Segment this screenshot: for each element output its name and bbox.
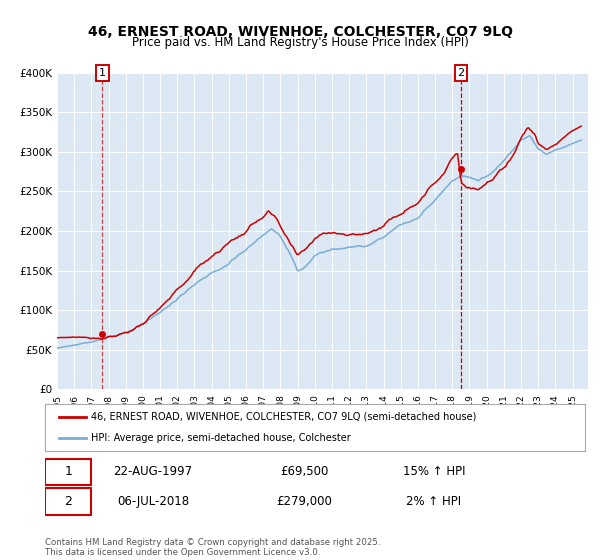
FancyBboxPatch shape (45, 488, 91, 515)
Text: 2: 2 (457, 68, 464, 78)
Text: 1: 1 (64, 465, 72, 478)
Text: 15% ↑ HPI: 15% ↑ HPI (403, 465, 465, 478)
Text: £69,500: £69,500 (280, 465, 328, 478)
Text: Contains HM Land Registry data © Crown copyright and database right 2025.
This d: Contains HM Land Registry data © Crown c… (45, 538, 380, 557)
Text: Price paid vs. HM Land Registry's House Price Index (HPI): Price paid vs. HM Land Registry's House … (131, 36, 469, 49)
Text: 22-AUG-1997: 22-AUG-1997 (113, 465, 193, 478)
Text: 46, ERNEST ROAD, WIVENHOE, COLCHESTER, CO7 9LQ: 46, ERNEST ROAD, WIVENHOE, COLCHESTER, C… (88, 25, 512, 39)
Text: HPI: Average price, semi-detached house, Colchester: HPI: Average price, semi-detached house,… (91, 433, 350, 444)
Text: 46, ERNEST ROAD, WIVENHOE, COLCHESTER, CO7 9LQ (semi-detached house): 46, ERNEST ROAD, WIVENHOE, COLCHESTER, C… (91, 412, 476, 422)
Text: 1: 1 (99, 68, 106, 78)
Text: 2: 2 (64, 495, 72, 508)
Text: 06-JUL-2018: 06-JUL-2018 (117, 495, 189, 508)
Text: £279,000: £279,000 (276, 495, 332, 508)
Text: 2% ↑ HPI: 2% ↑ HPI (406, 495, 461, 508)
FancyBboxPatch shape (45, 459, 91, 485)
